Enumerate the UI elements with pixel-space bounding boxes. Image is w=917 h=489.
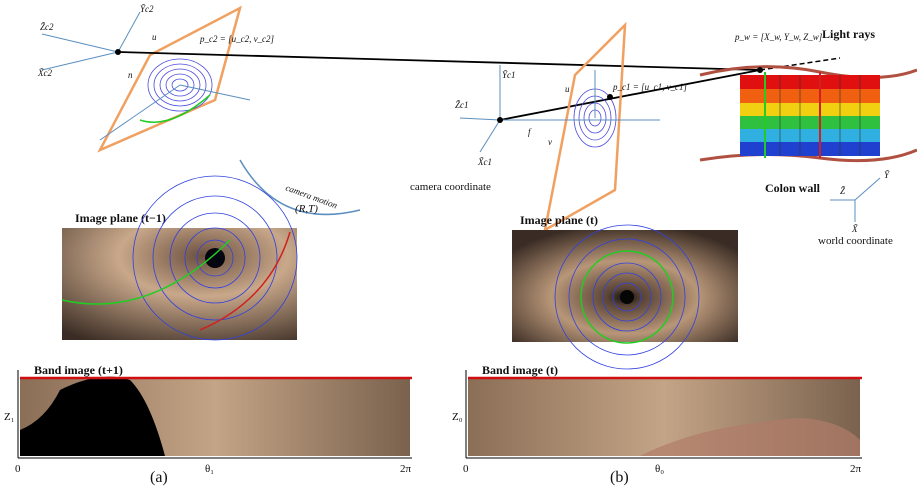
x-start: 0 (15, 463, 21, 475)
band-row (740, 103, 880, 116)
axis-y: Ỹc2 (140, 4, 154, 14)
image-plane (100, 8, 240, 150)
band-row (740, 142, 880, 156)
colon-wall: Colon wall (765, 181, 821, 195)
ray (500, 70, 760, 120)
panel-b: Image plane (t) Band image (t) Z₀ 0 θ₀ 2… (452, 213, 862, 486)
image-plane (545, 25, 625, 230)
u-label: u (565, 84, 570, 94)
ray (118, 52, 760, 70)
x-mid: θ₁ (205, 463, 214, 475)
world-axes (830, 178, 880, 222)
u-label: u (152, 32, 157, 42)
point-label: p_c1 = [u_c1, v_c1] (612, 82, 688, 92)
band-row (740, 129, 880, 142)
page: Z̃c2 X̃c2 Ỹc2 u n p_c2 = [u_c2, v_c2] ca… (0, 0, 917, 489)
motion-params: (R,T) (295, 203, 318, 215)
axis-y: Ỹc1 (502, 70, 516, 80)
photo (62, 228, 297, 340)
point-label: p_c2 = [u_c2, v_c2] (199, 34, 275, 44)
optical-center (497, 117, 503, 123)
projected-point (607, 94, 613, 100)
band-row (740, 116, 880, 129)
colon: p_w = [X_w, Y_w, Z_w] Light rays Colon w… (700, 27, 917, 247)
n-label: n (128, 70, 133, 80)
figure: Z̃c2 X̃c2 Ỹc2 u n p_c2 = [u_c2, v_c2] ca… (0, 0, 917, 489)
world-z: Z̃ (840, 186, 846, 196)
camera-coordinate: camera coordinate (410, 181, 491, 193)
panel-a: Image plane (t−1) Band image (t+1) Z₁ 0 … (4, 176, 412, 486)
lumen (620, 290, 634, 304)
axis-x: X̃c1 (477, 157, 492, 167)
world-point (757, 67, 763, 73)
image-plane-title: Image plane (t−1) (75, 211, 166, 225)
x-start: 0 (463, 463, 469, 475)
x-mid: θ₀ (655, 463, 664, 475)
y-label: Z₀ (452, 411, 463, 423)
caption: (b) (610, 469, 629, 486)
axis-z: Z̃c1 (455, 100, 469, 110)
photo (512, 230, 738, 342)
v-label: v (548, 137, 552, 147)
band-row (740, 89, 880, 103)
world-point-label: p_w = [X_w, Y_w, Z_w] (734, 32, 823, 42)
x-end: 2π (850, 463, 862, 475)
x-end: 2π (400, 463, 412, 475)
world-coordinate: world coordinate (818, 235, 893, 247)
y-label: Z₁ (4, 411, 15, 423)
axis-z: Z̃c2 (40, 22, 54, 32)
world-y: Ỹ (884, 170, 890, 180)
band-row (740, 75, 880, 89)
caption: (a) (150, 469, 168, 486)
f-label: f (528, 127, 532, 137)
light-rays: Light rays (822, 27, 875, 41)
band-title: Band image (t+1) (34, 363, 123, 377)
world-x: X̃ (851, 224, 858, 234)
axis-x: X̃c2 (37, 68, 52, 78)
camera-t-minus-1: Z̃c2 X̃c2 Ỹc2 u n p_c2 = [u_c2, v_c2] (37, 4, 275, 150)
lumen (205, 248, 225, 268)
image-plane-title: Image plane (t) (520, 213, 598, 227)
camera-t: Z̃c1 X̃c1 Ỹc1 f u v p_c1 = [u_c1, v_c1] … (410, 25, 688, 230)
band-title: Band image (t) (482, 363, 558, 377)
